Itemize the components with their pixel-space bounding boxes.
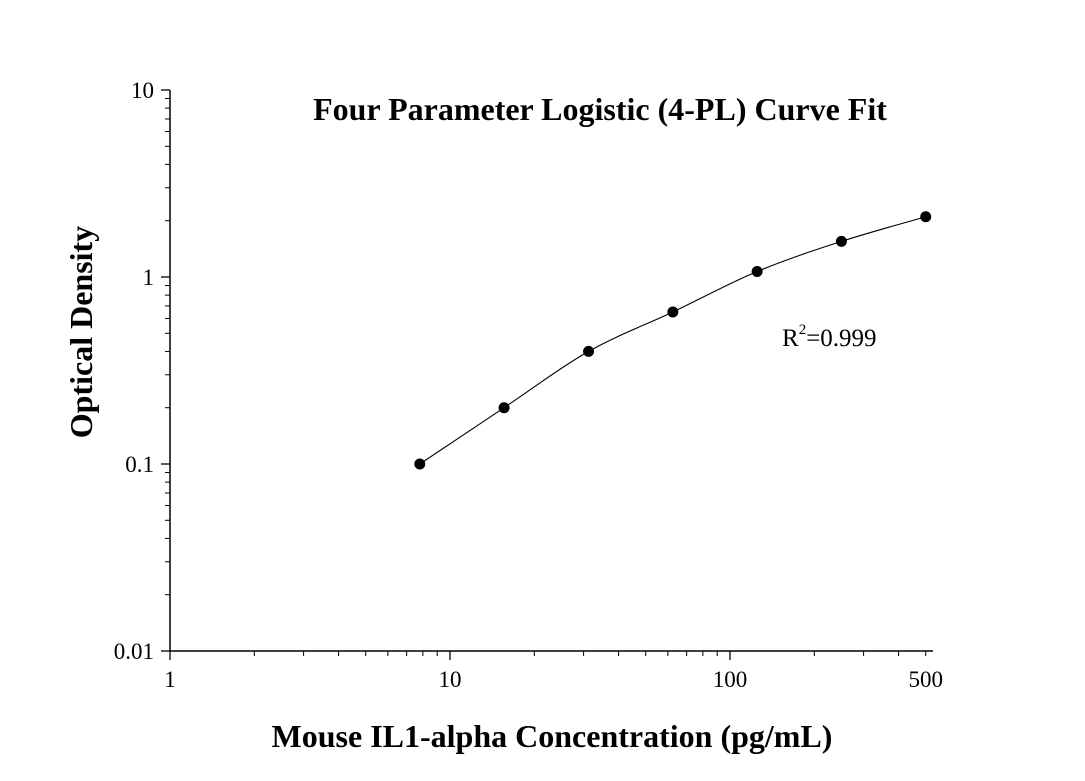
x-tick-label: 1 [164, 667, 176, 692]
y-tick-label: 10 [131, 78, 154, 103]
ticks: 10 1 0.1 0.01 1 10 100 500 [114, 78, 943, 692]
y-axis-label: Optical Density [63, 226, 99, 438]
y-tick-label: 0.01 [114, 639, 154, 664]
r-squared-annotation: R2=0.999 [782, 322, 877, 352]
chart-title: Four Parameter Logistic (4-PL) Curve Fit [313, 91, 887, 127]
y-tick-label: 1 [143, 265, 155, 290]
data-point [751, 266, 763, 278]
axes [169, 90, 933, 652]
x-axis-label: Mouse IL1-alpha Concentration (pg/mL) [272, 718, 833, 754]
data-point [414, 458, 426, 470]
r-squared-superscript: 2 [799, 322, 807, 338]
x-tick-label: 100 [713, 667, 748, 692]
data-point [835, 235, 847, 247]
data-point [583, 345, 595, 357]
data-points [414, 211, 932, 470]
x-tick-label: 10 [439, 667, 462, 692]
r-squared-value: =0.999 [806, 325, 876, 352]
data-point [498, 402, 510, 414]
data-point [667, 306, 679, 318]
y-tick-label: 0.1 [125, 452, 154, 477]
r-squared-base: R [782, 325, 799, 352]
data-point [920, 211, 932, 223]
x-tick-label: 500 [908, 667, 943, 692]
